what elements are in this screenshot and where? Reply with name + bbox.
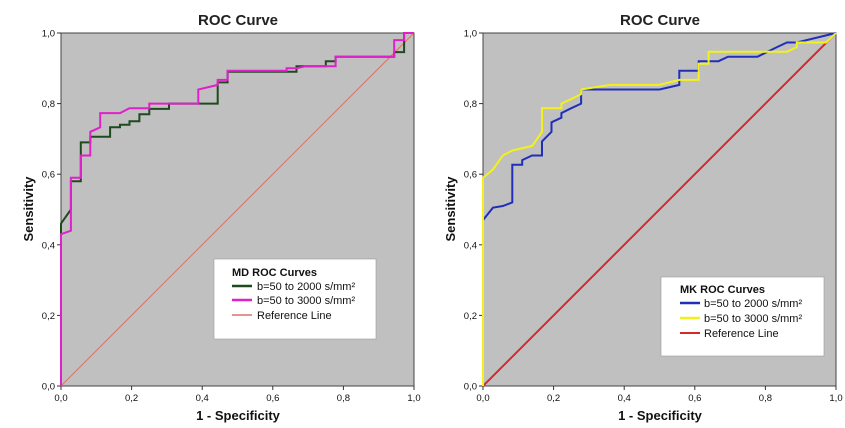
legend-label-reference: Reference Line xyxy=(257,310,332,322)
reference-line xyxy=(60,32,415,387)
x-tick-label: 0,2 xyxy=(125,393,138,404)
x-tick-label: 0,0 xyxy=(476,393,489,404)
legend-title: MK ROC Curves xyxy=(680,284,765,296)
x-axis-label: 1 - Specificity xyxy=(196,408,281,423)
mk-roc-panel: ROC Curve 0,0 0,2 0,4 0,6 0,8 1,0 0,0 0,2 0,4 0,6… xyxy=(443,12,843,423)
legend-label-3000: b=50 to 3000 s/mm² xyxy=(704,313,802,325)
y-axis-label: Sensitivity xyxy=(443,176,458,242)
y-tick-label: 0,2 xyxy=(42,311,55,322)
reference-line xyxy=(482,32,837,387)
x-tick-label: 0,4 xyxy=(196,393,209,404)
md-roc-panel: ROC Curve 0,0 0,2 0,4 0,6 0,8 1,0 0,0 0,2 0,4 0,6… xyxy=(21,12,421,423)
x-tick-label: 0,6 xyxy=(688,393,701,404)
x-tick-label: 0,8 xyxy=(337,393,350,404)
x-tick-label: 0,4 xyxy=(618,393,631,404)
legend-title: MD ROC Curves xyxy=(232,267,317,279)
y-tick-label: 0,4 xyxy=(464,240,477,251)
series-line-2000 xyxy=(482,32,837,386)
y-tick-label: 0,0 xyxy=(42,382,55,393)
legend-label-2000: b=50 to 2000 s/mm² xyxy=(704,298,802,310)
series-line-3000 xyxy=(60,32,414,386)
y-tick-label: 1,0 xyxy=(464,29,477,40)
legend-box xyxy=(660,276,825,357)
y-tick-label: 0,8 xyxy=(464,99,477,110)
legend: MK ROC Curves b=50 to 2000 s/mm² b=50 to… xyxy=(660,276,825,357)
y-tick-label: 0,0 xyxy=(464,382,477,393)
x-tick-label: 0,2 xyxy=(547,393,560,404)
x-tick-label: 0,0 xyxy=(54,393,67,404)
legend-label-reference: Reference Line xyxy=(704,328,779,340)
y-tick-label: 0,8 xyxy=(42,99,55,110)
x-tick-label: 0,6 xyxy=(266,393,279,404)
x-axis-label: 1 - Specificity xyxy=(618,408,703,423)
legend-label-2000: b=50 to 2000 s/mm² xyxy=(257,281,355,293)
legend-label-3000: b=50 to 3000 s/mm² xyxy=(257,295,355,307)
series-line-3000 xyxy=(482,32,837,386)
y-tick-label: 0,6 xyxy=(42,170,55,181)
chart-title: ROC Curve xyxy=(620,12,700,29)
y-tick-label: 0,4 xyxy=(42,240,55,251)
x-tick-label: 0,8 xyxy=(759,393,772,404)
y-axis-label: Sensitivity xyxy=(21,176,36,242)
legend: MD ROC Curves b=50 to 2000 s/mm² b=50 to… xyxy=(213,258,377,340)
y-tick-label: 0,2 xyxy=(464,311,477,322)
x-tick-label: 1,0 xyxy=(407,393,420,404)
y-tick-label: 0,6 xyxy=(464,170,477,181)
x-tick-label: 1,0 xyxy=(829,393,842,404)
y-tick-label: 1,0 xyxy=(42,29,55,40)
chart-title: ROC Curve xyxy=(198,12,278,29)
